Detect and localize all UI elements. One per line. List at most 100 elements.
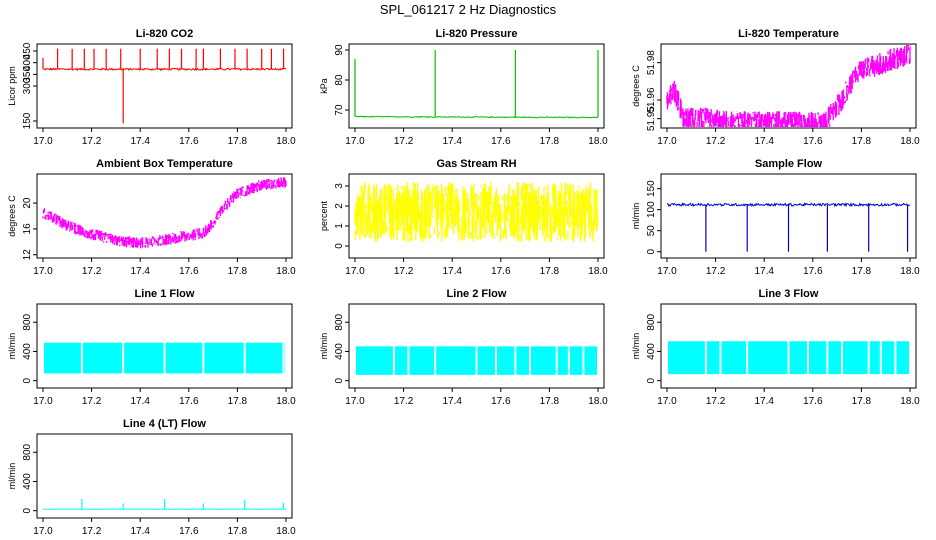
panel-title: Li-820 Temperature <box>738 28 839 40</box>
y-tick-label: 400 <box>646 343 657 360</box>
x-tick-label: 17.8 <box>228 396 248 407</box>
data-series <box>666 201 911 208</box>
data-block <box>557 346 568 375</box>
x-tick-label: 17.4 <box>754 136 774 147</box>
x-tick-label: 17.0 <box>345 396 365 407</box>
y-axis-label: ml/min <box>7 333 17 360</box>
y-tick-label: 0 <box>646 377 657 383</box>
x-tick-label: 17.0 <box>657 396 677 407</box>
x-tick-label: 17.0 <box>657 266 677 277</box>
y-tick-label: 50 <box>646 225 657 237</box>
y-tick-label: 800 <box>334 313 345 330</box>
x-tick-label: 17.6 <box>803 396 823 407</box>
y-tick-label: 90 <box>334 44 345 56</box>
x-tick-label: 18.0 <box>276 136 296 147</box>
plot-frame <box>36 433 293 519</box>
y-tick-label: 80 <box>334 74 345 86</box>
x-tick-label: 17.8 <box>852 266 872 277</box>
x-tick-label: 17.8 <box>852 396 872 407</box>
x-tick-label: 17.0 <box>657 136 677 147</box>
data-block <box>842 341 868 375</box>
x-tick-label: 17.8 <box>540 136 560 147</box>
y-axis-label: Licor ppm <box>7 66 17 106</box>
x-tick-label: 17.8 <box>228 136 248 147</box>
x-tick-label: 18.0 <box>276 396 296 407</box>
x-tick-label: 18.0 <box>900 266 920 277</box>
y-tick-label: 0 <box>334 377 345 383</box>
data-block <box>584 346 597 375</box>
data-block <box>477 346 495 375</box>
panel-rh: Gas Stream RH 17.0 17.2 17.4 17.6 17.8 18.0 0 1 2… <box>319 158 608 277</box>
x-tick-label: 17.8 <box>228 526 248 537</box>
x-tick-label: 17.0 <box>33 526 53 537</box>
data-series <box>354 182 599 242</box>
plot-frame <box>660 173 917 259</box>
panel-sample: Sample Flow 17.0 17.2 17.4 17.6 17.8 18.0 0 50 10… <box>631 158 920 277</box>
panel-title: Ambient Box Temperature <box>96 158 233 170</box>
panel-title: Sample Flow <box>755 158 823 170</box>
x-tick-label: 17.4 <box>442 136 462 147</box>
plot-frame <box>348 303 605 389</box>
x-tick-label: 17.4 <box>442 266 462 277</box>
data-block <box>245 342 283 374</box>
y-tick-label: 51.96 <box>646 87 657 112</box>
data-block <box>82 342 123 374</box>
x-tick-label: 17.2 <box>82 266 102 277</box>
plot-frame <box>36 43 293 129</box>
x-tick-label: 17.6 <box>803 136 823 147</box>
data-block <box>516 346 529 375</box>
data-block <box>828 341 841 375</box>
y-tick-label: 800 <box>22 443 33 460</box>
plot-frame <box>36 303 293 389</box>
y-tick-label: 800 <box>646 313 657 330</box>
x-tick-label: 17.2 <box>706 396 726 407</box>
panel-line2: Line 2 Flow 17.0 17.2 17.4 17.6 17.8 18.0 0 400 8… <box>319 288 608 407</box>
y-tick-label: 2 <box>334 203 345 209</box>
x-tick-label: 17.4 <box>130 526 150 537</box>
x-tick-label: 17.8 <box>540 396 560 407</box>
x-tick-label: 17.2 <box>82 136 102 147</box>
x-tick-label: 17.6 <box>179 266 199 277</box>
x-tick-label: 17.6 <box>803 266 823 277</box>
plot-frame <box>660 43 917 129</box>
data-series <box>354 115 599 119</box>
x-tick-label: 18.0 <box>588 136 608 147</box>
x-tick-label: 17.2 <box>706 136 726 147</box>
y-tick-label: 70 <box>334 104 345 116</box>
data-block <box>124 342 164 374</box>
panel-title: Line 1 Flow <box>135 288 195 300</box>
x-tick-label: 17.0 <box>345 136 365 147</box>
panel-title: Line 4 (LT) Flow <box>123 418 206 430</box>
panel-title: Gas Stream RH <box>436 158 516 170</box>
panel-line1: Line 1 Flow 17.0 17.2 17.4 17.6 17.8 18.0 0 400 8… <box>7 288 296 407</box>
x-tick-label: 17.8 <box>540 266 560 277</box>
x-tick-label: 17.2 <box>82 526 102 537</box>
plot-frame <box>348 173 605 259</box>
panel-co2: Li-820 CO2 17.0 17.2 17.4 17.6 17.8 18.0 150 300… <box>7 28 296 147</box>
panel-title: Li-820 Pressure <box>436 28 518 40</box>
y-tick-label: 51.98 <box>646 50 657 75</box>
plot-frame <box>36 173 293 259</box>
y-tick-label: 400 <box>334 343 345 360</box>
x-tick-label: 18.0 <box>588 266 608 277</box>
y-axis-label: ml/min <box>631 333 641 360</box>
data-block <box>436 346 476 375</box>
y-axis-label: ml/min <box>631 203 641 230</box>
data-block <box>394 346 408 375</box>
x-tick-label: 17.4 <box>754 266 774 277</box>
y-tick-label: 400 <box>22 343 33 360</box>
data-block <box>204 342 244 374</box>
y-tick-label: 3 <box>334 183 345 189</box>
panel-title: Line 3 Flow <box>759 288 819 300</box>
data-block <box>496 346 515 375</box>
y-tick-label: 150 <box>22 112 33 129</box>
y-tick-label: 0 <box>334 243 345 249</box>
x-tick-label: 17.6 <box>179 396 199 407</box>
y-tick-label: 0 <box>22 377 33 383</box>
x-tick-label: 17.2 <box>394 136 414 147</box>
x-tick-label: 17.2 <box>706 266 726 277</box>
y-tick-label: 450 <box>22 42 33 59</box>
y-tick-label: 0 <box>646 248 657 254</box>
panel-line3: Line 3 Flow 17.0 17.2 17.4 17.6 17.8 18.0 0 400 8… <box>631 288 920 407</box>
plot-frame <box>660 303 917 389</box>
